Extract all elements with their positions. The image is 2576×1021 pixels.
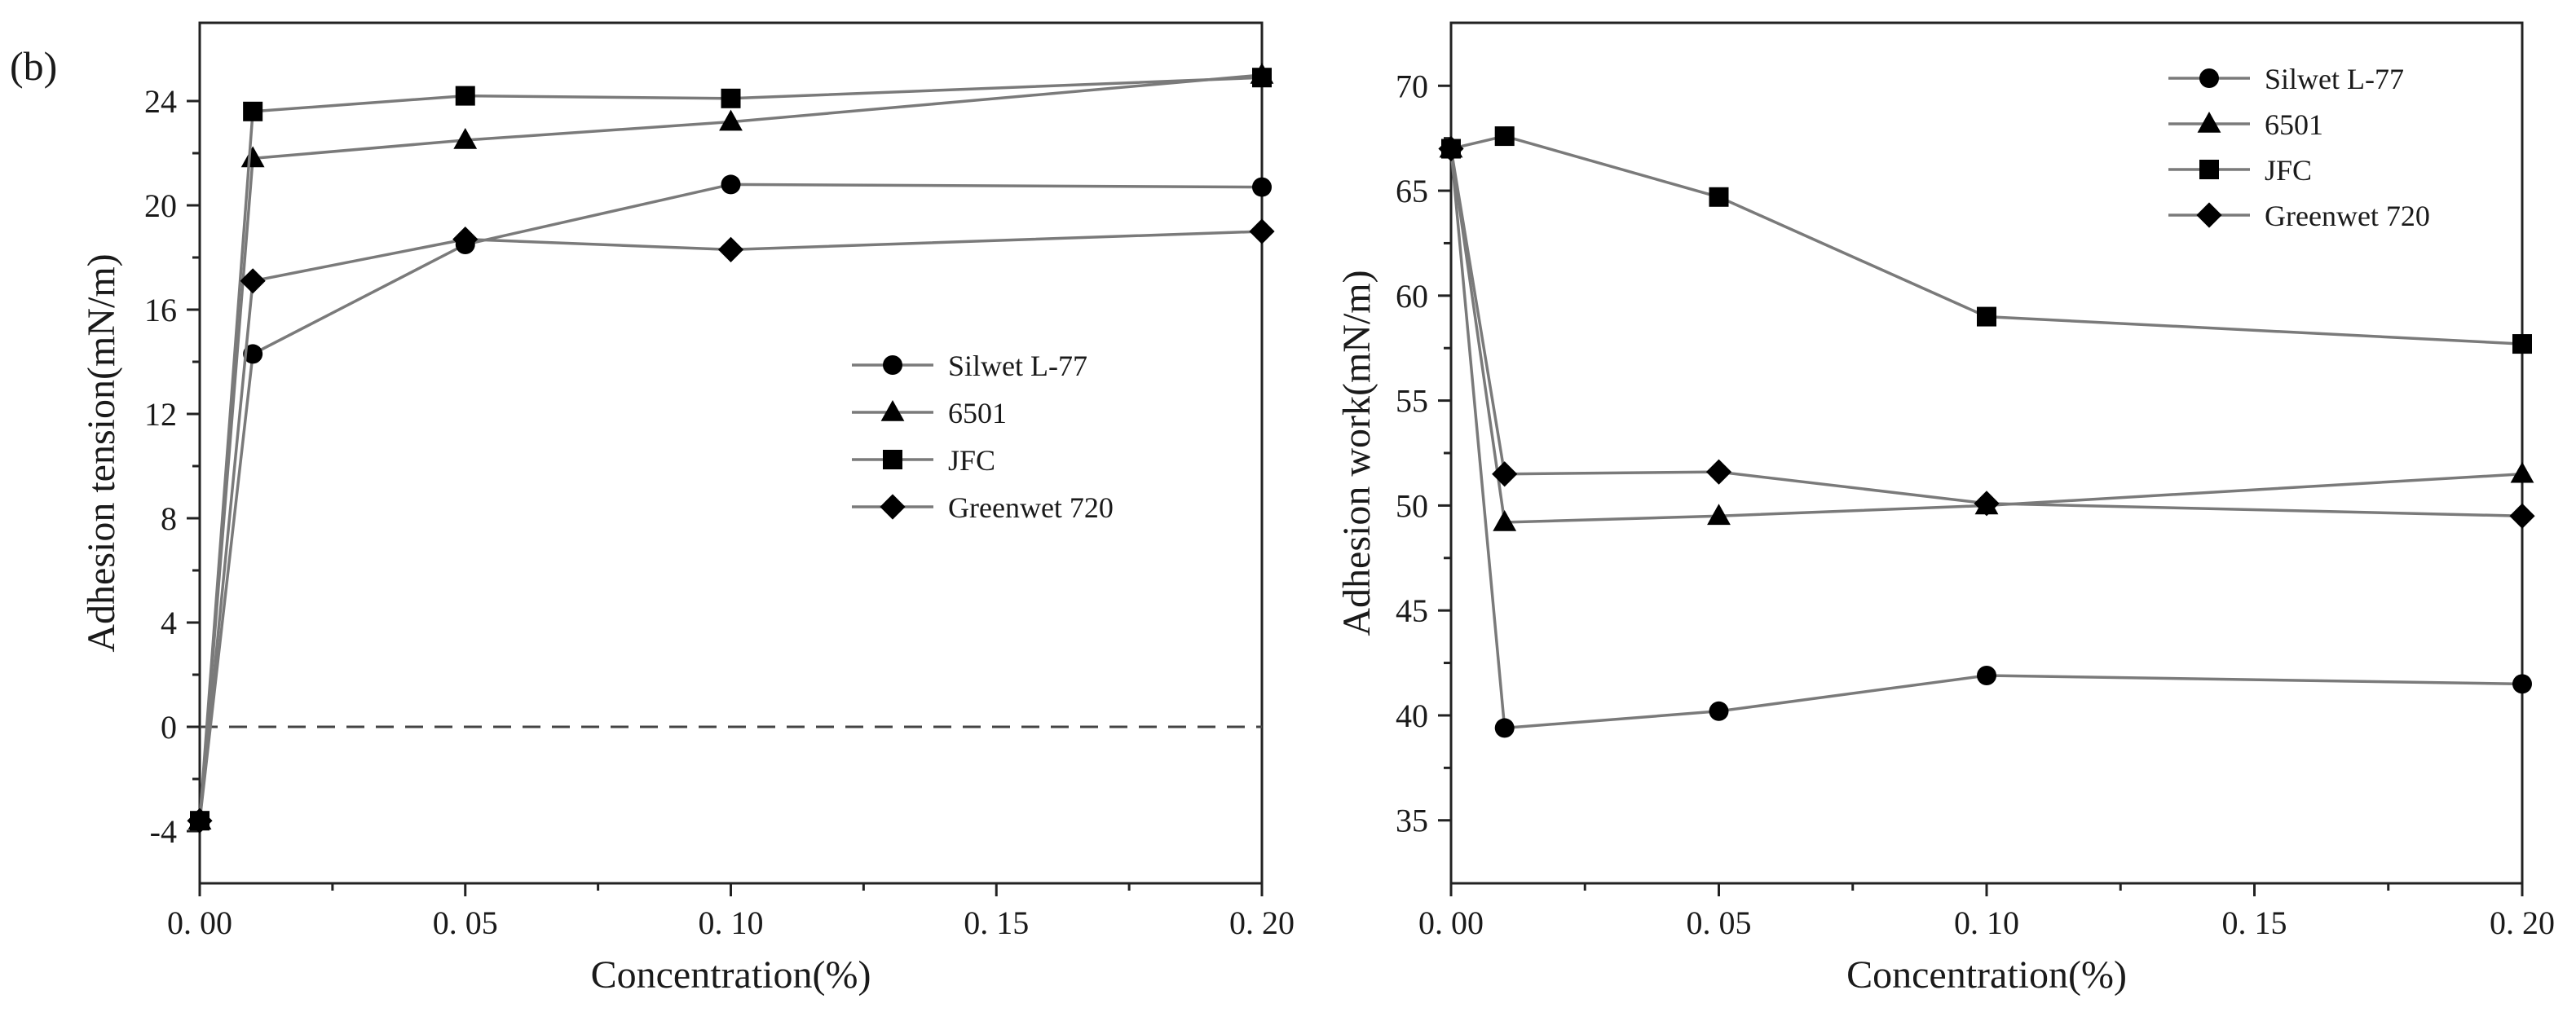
data-point — [1252, 177, 1272, 197]
x-axis-title: Concentration(%) — [591, 953, 871, 997]
y-tick-label: 55 — [1396, 383, 1428, 420]
legend-marker — [2199, 68, 2219, 88]
series-jfc — [1441, 126, 2532, 354]
legend-marker — [2199, 160, 2219, 179]
y-axis-title: Adhesion tension(mN/m) — [80, 253, 123, 652]
series-line — [1449, 148, 2523, 730]
data-point — [1252, 68, 1272, 88]
data-point — [1977, 666, 1996, 686]
y-axis-title: Adhesion work(mN/m) — [1335, 270, 1378, 636]
y-tick-label: -4 — [150, 813, 177, 850]
y-tick-label: 50 — [1396, 487, 1428, 524]
y-tick-label: 35 — [1396, 803, 1428, 839]
legend-marker — [2196, 202, 2222, 228]
data-point — [721, 174, 741, 195]
adhesion-tension-chart: 0. 00 0. 05 0. 10 0. 15 0. 20 -4 0 4 8 12 16 20 24 Si… — [80, 21, 1295, 997]
data-point — [240, 146, 265, 168]
legend-label: JFC — [948, 444, 995, 477]
series-line — [198, 230, 1263, 821]
y-tick-label: 40 — [1396, 698, 1428, 734]
data-point — [1977, 306, 1996, 327]
x-axis-title: Concentration(%) — [1846, 953, 2127, 997]
legend-marker — [2197, 112, 2221, 133]
y-tick-label: 60 — [1396, 278, 1428, 315]
legend-label: Greenwet 720 — [948, 491, 1114, 524]
plot-frame — [1449, 21, 2524, 885]
legend-marker — [883, 450, 902, 469]
y-tick-label: 4 — [161, 605, 177, 641]
plot-frame — [198, 21, 1264, 885]
x-tick-label: 0. 00 — [167, 904, 232, 941]
y-tick-label: 70 — [1396, 68, 1428, 104]
data-point — [1709, 187, 1729, 207]
y-tick-label: 12 — [144, 396, 177, 433]
legend-label: Greenwet 720 — [2265, 200, 2430, 232]
x-tick-label: 0. 20 — [1229, 904, 1295, 941]
data-point — [187, 808, 213, 834]
data-point — [719, 109, 743, 131]
x-tick-label: 0. 10 — [1954, 904, 2019, 941]
data-point — [1494, 718, 1515, 738]
data-point — [1492, 461, 1518, 487]
y-tick-label: 20 — [144, 187, 177, 224]
x-tick-label: 0. 20 — [2490, 904, 2555, 941]
series-greenwet-720 — [1438, 135, 2535, 529]
data-point — [452, 227, 479, 253]
x-tick-label: 0. 15 — [964, 904, 1029, 941]
x-tick-label: 0. 05 — [433, 904, 498, 941]
legend-label: 6501 — [2265, 108, 2323, 141]
data-point — [1974, 491, 2000, 517]
data-point — [1493, 509, 1517, 531]
data-point — [240, 268, 266, 294]
panel-label: (b) — [10, 43, 57, 89]
x-tick-label: 0. 00 — [1418, 904, 1484, 941]
data-point — [1707, 504, 1731, 526]
y-tick-label: 16 — [144, 292, 177, 328]
data-point — [2512, 674, 2532, 694]
data-point — [1494, 126, 1515, 147]
y-tick-label: 65 — [1396, 173, 1428, 209]
legend-marker — [883, 355, 902, 375]
data-point — [1249, 218, 1275, 244]
legend-label: Silwet L-77 — [2265, 63, 2404, 95]
data-point — [1709, 701, 1729, 721]
legend-marker — [880, 494, 906, 520]
series-greenwet-720 — [187, 218, 1275, 834]
legend-label: JFC — [2265, 154, 2312, 187]
legend-label: Silwet L-77 — [948, 350, 1087, 382]
data-point — [2510, 461, 2534, 483]
x-tick-label: 0. 10 — [699, 904, 764, 941]
y-tick-label: 0 — [161, 709, 177, 746]
data-point — [1438, 135, 1464, 162]
adhesion-work-chart: 0. 00 0. 05 0. 10 0. 15 0. 20 35 40 45 50 55 60 65 7… — [1335, 21, 2555, 997]
legend-label: 6501 — [948, 397, 1007, 429]
data-point — [243, 344, 263, 364]
y-tick-label: 45 — [1396, 592, 1428, 629]
data-point — [717, 236, 744, 262]
data-point — [721, 88, 741, 108]
data-point — [455, 86, 475, 106]
data-point — [2509, 503, 2535, 529]
x-tick-label: 0. 15 — [2222, 904, 2287, 941]
y-tick-label: 8 — [161, 500, 177, 537]
data-point — [453, 128, 478, 149]
legend-marker — [880, 400, 905, 421]
series-jfc — [190, 68, 1272, 831]
y-tick-label: 24 — [144, 83, 177, 120]
x-tick-label: 0. 05 — [1687, 904, 1752, 941]
data-point — [243, 101, 263, 121]
data-point — [2512, 334, 2532, 354]
data-point — [1705, 459, 1732, 485]
